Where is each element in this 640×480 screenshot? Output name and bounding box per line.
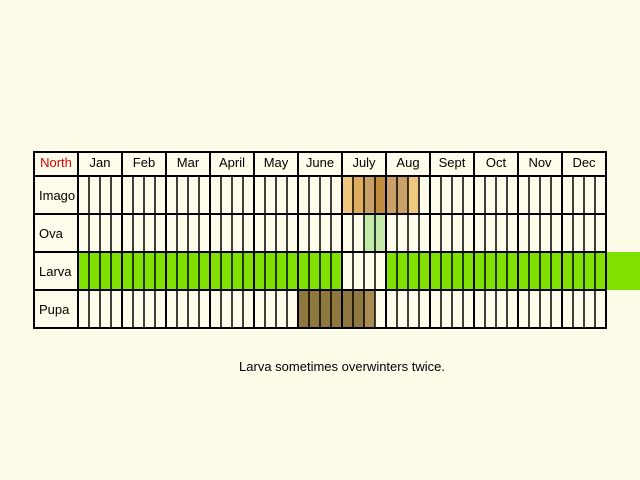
stage-label: Pupa (39, 302, 70, 317)
stage-period (364, 176, 375, 214)
table-cells (34, 152, 640, 328)
stage-period (353, 176, 364, 214)
stage-label: Larva (39, 264, 72, 279)
stage-labels: Imago Ova Larva Pupa (39, 188, 75, 317)
stage-label: Ova (39, 226, 64, 241)
month-header: May (264, 155, 289, 170)
grid-lines (33, 151, 607, 329)
stage-period (375, 176, 386, 214)
stage-period (408, 176, 419, 214)
month-header: Mar (177, 155, 200, 170)
month-header: Jan (90, 155, 111, 170)
month-header: Aug (396, 155, 419, 170)
month-header: Feb (133, 155, 155, 170)
stage-period (342, 176, 353, 214)
month-header: June (306, 155, 334, 170)
month-header: Nov (528, 155, 552, 170)
month-header: Oct (486, 155, 507, 170)
month-header: Dec (572, 155, 596, 170)
stage-period (386, 252, 640, 290)
stage-period (364, 290, 375, 328)
header-labels: North Jan Feb Mar April May June July Aug Sept Oc… (40, 155, 596, 170)
month-header: Sept (439, 155, 466, 170)
footnote: Larva sometimes overwinters twice. (239, 359, 445, 374)
stage-label: Imago (39, 188, 75, 203)
region-label: North (40, 155, 72, 170)
month-header: July (352, 155, 376, 170)
month-header: April (219, 155, 245, 170)
